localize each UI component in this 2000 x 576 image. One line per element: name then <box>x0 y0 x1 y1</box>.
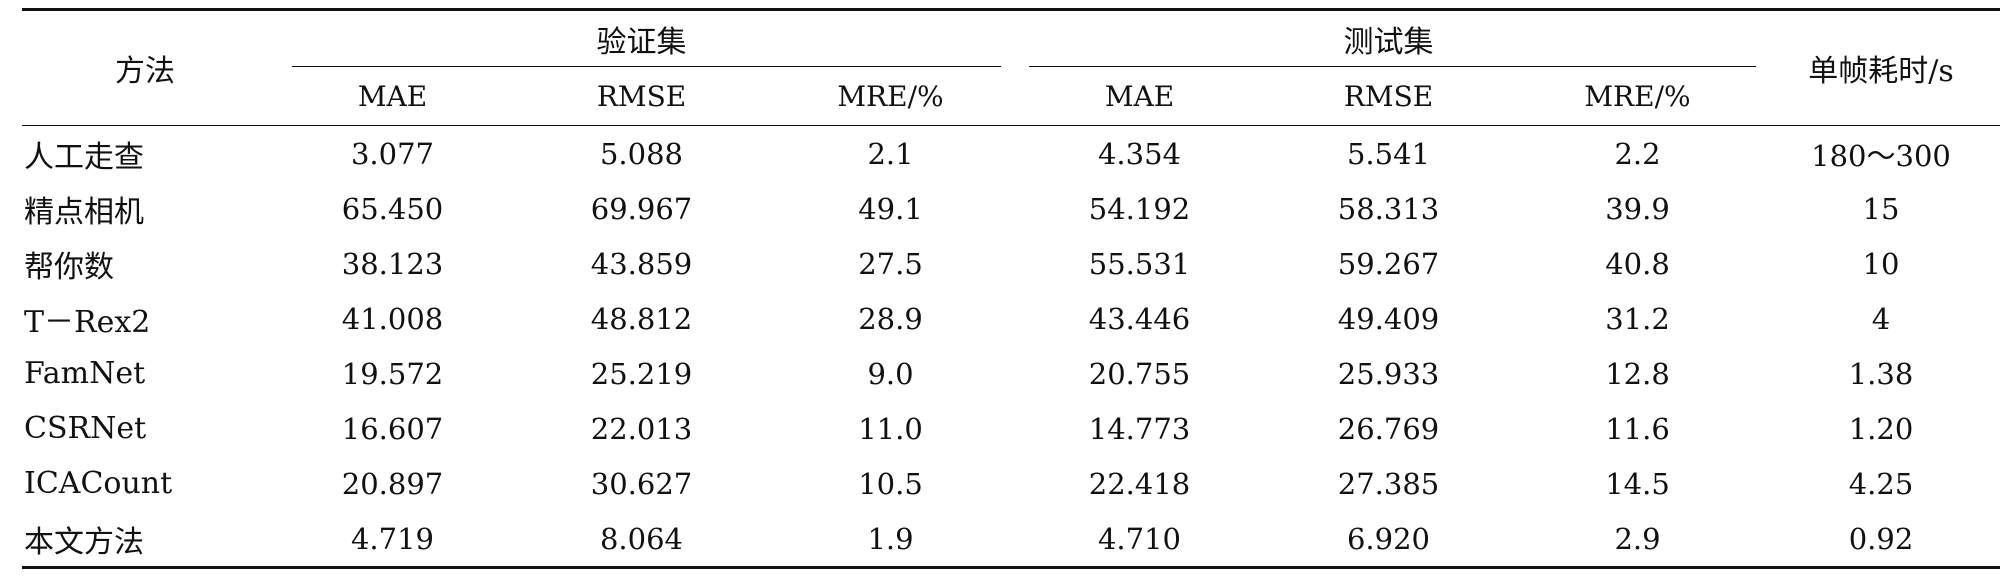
method-column-header: 方法 <box>22 8 268 126</box>
test-rmse-cell: 58.313 <box>1337 191 1440 226</box>
table-row: 人工走查 3.077 5.088 2.1 4.354 5.541 2.2 180… <box>22 126 2000 182</box>
test-mae-cell: 4.354 <box>1097 136 1182 171</box>
test-mae-cell: 20.755 <box>1088 356 1191 391</box>
table-row: 本文方法 4.719 8.064 1.9 4.710 6.920 2.9 0.9… <box>22 511 2000 569</box>
test-rmse-cell: 27.385 <box>1337 466 1440 501</box>
test-mre-cell: 2.9 <box>1513 511 1762 569</box>
method-cell: 精点相机 <box>24 194 144 230</box>
method-cell: 帮你数 <box>24 249 114 285</box>
val-rmse-cell: 25.219 <box>590 356 693 391</box>
val-mae-cell: 3.077 <box>350 136 435 171</box>
method-cell: ICACount <box>24 466 173 501</box>
val-rmse-cell: 30.627 <box>590 466 693 501</box>
val-mre-cell: 49.1 <box>858 191 923 226</box>
table-header: 方法 验证集 测试集 单帧耗时/s MAE RMSE MRE/% MAE RMS… <box>22 8 2000 126</box>
val-rmse-cell: 5.088 <box>599 136 684 171</box>
test-mre-cell: 40.8 <box>1605 246 1670 281</box>
test-mae-cell: 43.446 <box>1088 301 1191 336</box>
test-mre-cell: 39.9 <box>1605 191 1670 226</box>
val-rmse-cell: 69.967 <box>590 191 693 226</box>
val-mre-cell: 11.0 <box>858 411 923 446</box>
val-mre-cell: 9.0 <box>867 356 914 391</box>
val-rmse-cell: 43.859 <box>590 246 693 281</box>
table-row: ICACount 20.897 30.627 10.5 22.418 27.38… <box>22 456 2000 511</box>
test-rmse-cell: 6.920 <box>1264 511 1513 569</box>
method-cell: 人工走查 <box>24 139 144 175</box>
time-cell: 0.92 <box>1762 511 2000 569</box>
table-row: 帮你数 38.123 43.859 27.5 55.531 59.267 40.… <box>22 236 2000 291</box>
val-mae-cell: 4.719 <box>268 511 517 569</box>
val-mre-cell: 27.5 <box>858 246 923 281</box>
time-cell: 15 <box>1862 191 1900 226</box>
table-row: T－Rex2 41.008 48.812 28.9 43.446 49.409 … <box>22 291 2000 346</box>
table-row: 精点相机 65.450 69.967 49.1 54.192 58.313 39… <box>22 181 2000 236</box>
test-mre-cell: 11.6 <box>1605 411 1670 446</box>
time-cell: 4 <box>1871 301 1891 336</box>
time-cell: 10 <box>1862 246 1900 281</box>
method-cell: FamNet <box>24 356 146 391</box>
test-rmse-cell: 5.541 <box>1346 136 1431 171</box>
test-group-label: 测试集 <box>1343 25 1434 60</box>
val-rmse-header: RMSE <box>517 67 766 126</box>
val-mre-header: MRE/% <box>766 67 1015 126</box>
test-rmse-header: RMSE <box>1264 67 1513 126</box>
time-cell: 1.38 <box>1848 356 1914 391</box>
val-mae-cell: 19.572 <box>341 356 444 391</box>
test-rmse-cell: 49.409 <box>1337 301 1440 336</box>
val-mre-cell: 2.1 <box>867 136 914 171</box>
time-cell: 180～300 <box>1811 138 1951 173</box>
test-group-rule <box>1029 66 1756 67</box>
val-mae-cell: 16.607 <box>341 411 444 446</box>
test-mae-cell: 4.710 <box>1015 511 1264 569</box>
val-mre-cell: 28.9 <box>858 301 923 336</box>
table-body: 人工走查 3.077 5.088 2.1 4.354 5.541 2.2 180… <box>22 126 2000 569</box>
test-group-header: 测试集 <box>1015 8 1762 67</box>
validation-group-header: 验证集 <box>268 8 1015 67</box>
header-row-groups: 方法 验证集 测试集 单帧耗时/s <box>22 8 2000 126</box>
test-mae-header: MAE <box>1015 67 1264 126</box>
header-row-metrics: MAE RMSE MRE/% MAE RMSE MRE/% <box>22 67 2000 126</box>
val-mre-cell: 10.5 <box>858 466 923 501</box>
test-mae-cell: 54.192 <box>1088 191 1191 226</box>
val-mae-cell: 38.123 <box>341 246 444 281</box>
test-rmse-cell: 26.769 <box>1337 411 1440 446</box>
time-cell: 1.20 <box>1848 411 1914 446</box>
test-mre-cell: 14.5 <box>1605 466 1670 501</box>
comparison-table-container: 方法 验证集 测试集 单帧耗时/s MAE RMSE MRE/% MAE RMS… <box>22 8 2000 569</box>
test-rmse-cell: 25.933 <box>1337 356 1440 391</box>
test-mre-cell: 2.2 <box>1614 136 1661 171</box>
val-mae-cell: 65.450 <box>341 191 444 226</box>
validation-group-label: 验证集 <box>596 25 687 60</box>
comparison-table: 方法 验证集 测试集 单帧耗时/s MAE RMSE MRE/% MAE RMS… <box>22 8 2000 569</box>
time-column-header: 单帧耗时/s <box>1762 8 2000 126</box>
test-mae-cell: 22.418 <box>1088 466 1191 501</box>
val-mae-header: MAE <box>268 67 517 126</box>
val-rmse-cell: 22.013 <box>590 411 693 446</box>
val-rmse-cell: 8.064 <box>517 511 766 569</box>
method-cell: T－Rex2 <box>24 304 151 340</box>
test-rmse-cell: 59.267 <box>1337 246 1440 281</box>
test-mae-cell: 55.531 <box>1088 246 1191 281</box>
val-mae-cell: 20.897 <box>341 466 444 501</box>
table-row: CSRNet 16.607 22.013 11.0 14.773 26.769 … <box>22 401 2000 456</box>
test-mre-cell: 12.8 <box>1605 356 1670 391</box>
time-cell: 4.25 <box>1848 466 1914 501</box>
val-mae-cell: 41.008 <box>341 301 444 336</box>
method-cell: 本文方法 <box>22 511 268 569</box>
table-row: FamNet 19.572 25.219 9.0 20.755 25.933 1… <box>22 346 2000 401</box>
test-mre-header: MRE/% <box>1513 67 1762 126</box>
test-mae-cell: 14.773 <box>1088 411 1191 446</box>
test-mre-cell: 31.2 <box>1605 301 1670 336</box>
method-cell: CSRNet <box>24 411 147 446</box>
val-rmse-cell: 48.812 <box>590 301 693 336</box>
validation-group-rule <box>292 66 1001 67</box>
val-mre-cell: 1.9 <box>766 511 1015 569</box>
